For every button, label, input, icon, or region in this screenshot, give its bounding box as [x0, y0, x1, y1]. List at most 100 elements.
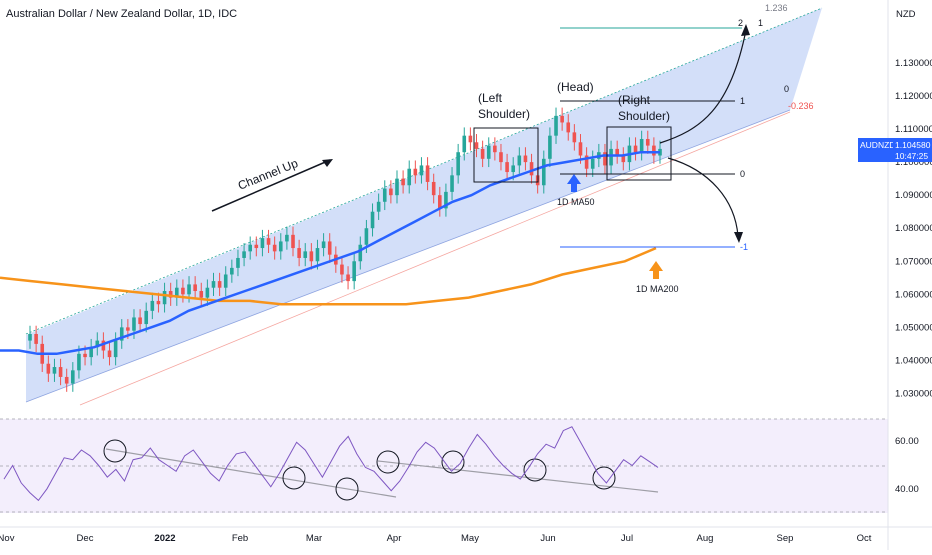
right-shoulder-box — [606, 126, 672, 181]
candle-body — [71, 370, 75, 384]
chart-title: Australian Dollar / New Zealand Dollar, … — [6, 8, 237, 20]
rsi-circle-marker — [282, 466, 306, 490]
left-shoulder-box — [473, 127, 539, 183]
bullish-projection-arrow — [741, 24, 750, 36]
ma200-up-arrow-icon — [649, 261, 663, 279]
candle-body — [162, 291, 167, 305]
candle-body — [58, 367, 63, 377]
candle-body — [28, 333, 32, 341]
candle-body — [303, 251, 308, 258]
right-shoulder-label-2: Shoulder) — [618, 109, 670, 123]
candle-body — [389, 188, 393, 196]
candle-body — [174, 287, 179, 298]
candle-body — [572, 132, 577, 143]
y-tick-label: 1.040000 — [895, 355, 932, 366]
rsi-circle-marker — [592, 466, 616, 490]
candle-body — [450, 175, 454, 192]
rsi-circle-marker — [523, 458, 547, 482]
candle-body — [376, 201, 381, 212]
candle-body — [248, 244, 252, 252]
candle-body — [291, 234, 295, 249]
candle-body — [34, 333, 38, 344]
y-tick-label: 1.110000 — [895, 124, 932, 135]
channel-up-fill — [26, 8, 822, 402]
rsi-tick-40: 40.00 — [895, 484, 919, 495]
candle-body — [315, 248, 320, 262]
rsi-circle-marker — [376, 450, 400, 474]
candle-body — [407, 168, 412, 186]
y-tick-label: 1.070000 — [895, 256, 932, 267]
candle-body — [652, 145, 656, 156]
candle-body — [211, 281, 216, 288]
candle-body — [217, 281, 222, 288]
candle-body — [438, 195, 442, 209]
fib-1236-label: 1.236 — [765, 3, 788, 13]
candle-body — [480, 148, 485, 159]
y-tick-label: 1.030000 — [895, 388, 932, 399]
candle-body — [382, 188, 387, 202]
candle-body — [168, 291, 173, 298]
y-tick-label: 1.050000 — [895, 322, 932, 333]
candle-body — [419, 165, 424, 176]
candle-body — [101, 340, 106, 351]
fib-1-label: 1 — [740, 96, 745, 106]
head-label: (Head) — [557, 80, 594, 94]
candle-body — [89, 347, 93, 358]
y-tick-label: 1.100000 — [895, 157, 932, 168]
candle-body — [554, 115, 558, 136]
channel-top-dotted — [25, 7, 823, 335]
x-tick-label: Aug — [697, 533, 714, 544]
candle-body — [633, 145, 638, 153]
candle-body — [107, 350, 112, 358]
rsi-circle-marker — [335, 477, 359, 501]
channel-arrow-head — [322, 159, 333, 167]
candle-body — [83, 353, 87, 358]
x-tick-label: Feb — [232, 533, 248, 544]
rsi-trendline-1 — [105, 448, 397, 498]
candle-body — [444, 191, 448, 209]
candle-body — [309, 251, 314, 262]
x-tick-label: Nov — [0, 533, 15, 544]
x-tick-label: Dec — [77, 533, 94, 544]
candle-body — [230, 267, 234, 275]
fib-neg236-label: -0.236 — [788, 101, 814, 111]
x-tick-label: Oct — [857, 533, 872, 544]
channel-layer — [25, 7, 823, 406]
price-tag: AUDNZD 1.104580 10:47:25 — [858, 138, 932, 162]
x-tick-label: May — [461, 533, 479, 544]
candle-body — [199, 291, 204, 298]
y-tick-label: 1.130000 — [895, 58, 932, 69]
countdown: 10:47:25 — [895, 151, 928, 161]
candle-body — [590, 158, 595, 169]
ma200-label: 1D MA200 — [636, 284, 679, 294]
candle-body — [358, 244, 363, 262]
candle-body — [52, 367, 57, 374]
candle-body — [456, 152, 460, 176]
candle-body — [639, 138, 644, 153]
candle-body — [511, 165, 516, 173]
candle-body — [46, 363, 51, 374]
candle-body — [236, 257, 240, 268]
candle-body — [541, 158, 546, 186]
candle-body — [523, 155, 528, 163]
candle-body — [584, 155, 589, 169]
candle-body — [560, 115, 564, 123]
candle-body — [493, 145, 497, 153]
channel-arrow-line — [211, 159, 331, 212]
candle-body — [278, 241, 283, 252]
fib-0-top-label: 0 — [784, 84, 789, 94]
x-tick-label: Jul — [621, 533, 633, 544]
price-value-bg — [893, 138, 932, 162]
candle-body — [254, 244, 259, 249]
candle-body — [223, 274, 228, 288]
x-axis: Nov Dec 2022 Feb Mar Apr May Jun Jul Aug Sep Oct — [0, 533, 872, 544]
candle-body — [505, 162, 509, 173]
candle-body — [566, 122, 571, 133]
candle-body — [272, 244, 277, 252]
candle-body — [138, 317, 142, 325]
rsi-line — [3, 426, 659, 502]
candle-body — [401, 178, 405, 186]
candle-body — [462, 135, 467, 153]
